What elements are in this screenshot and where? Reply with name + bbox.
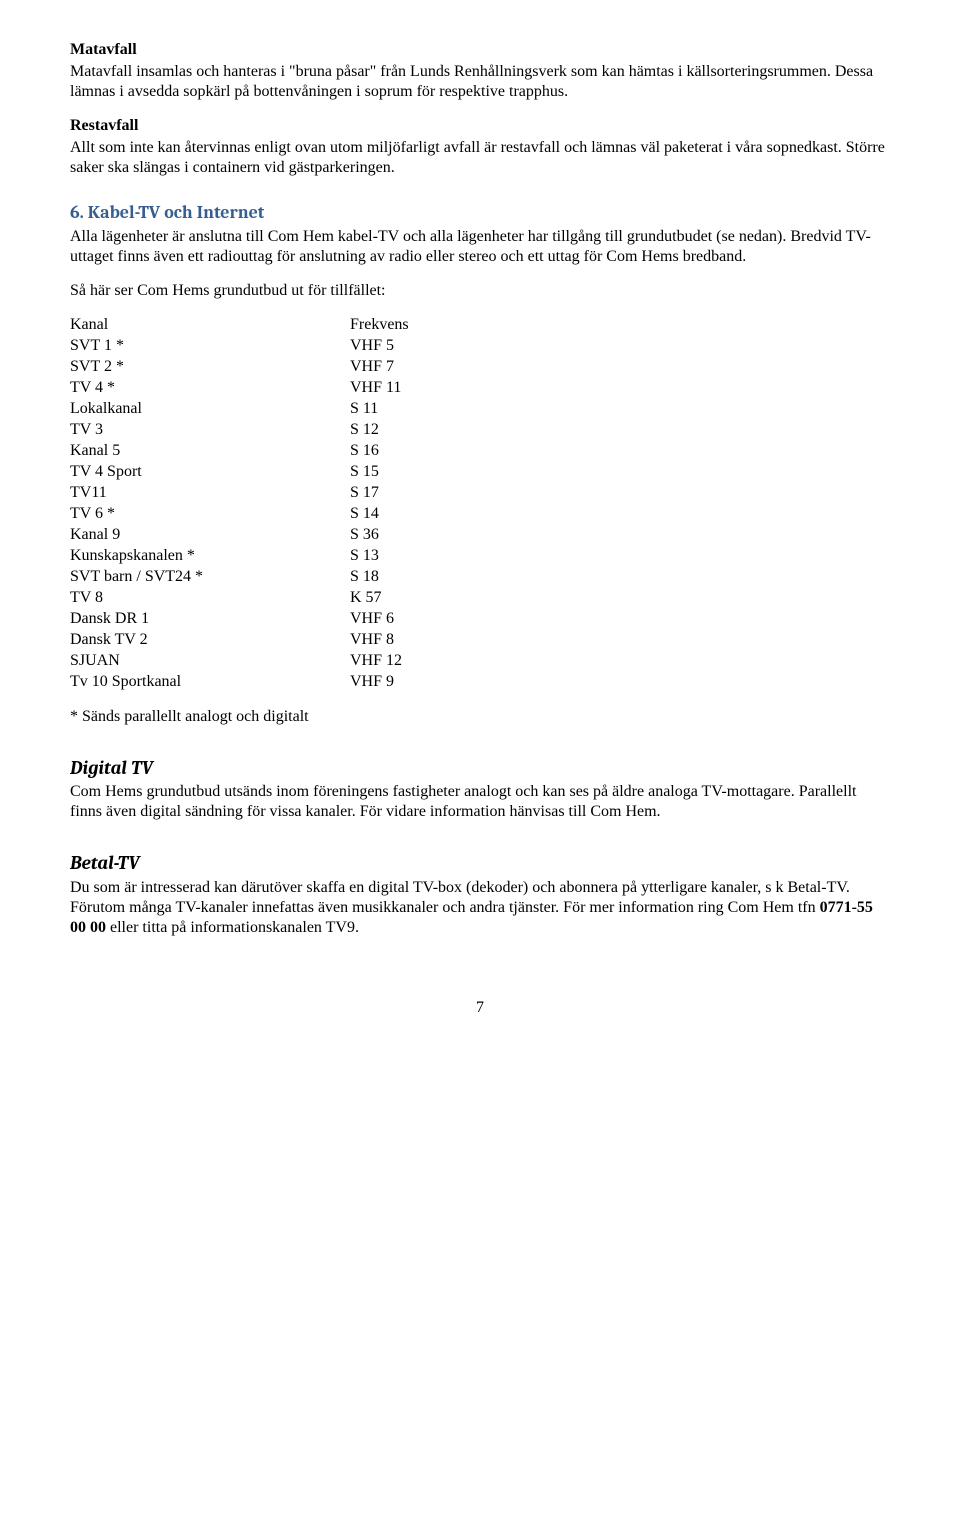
freq-cell: S 18: [350, 567, 409, 588]
freq-cell: K 57: [350, 588, 409, 609]
freq-cell: VHF 9: [350, 672, 409, 693]
table-header-row: Kanal Frekvens: [70, 315, 409, 336]
freq-cell: VHF 12: [350, 651, 409, 672]
betaltv-heading: Betal-TV: [70, 852, 890, 876]
restavfall-body: Allt som inte kan återvinnas enligt ovan…: [70, 138, 890, 178]
betaltv-body-post: eller titta på informationskanalen TV9.: [106, 919, 359, 936]
table-row: SJUANVHF 12: [70, 651, 409, 672]
freq-cell: S 11: [350, 399, 409, 420]
table-row: TV11S 17: [70, 483, 409, 504]
table-row: TV 3S 12: [70, 420, 409, 441]
kabeltv-footnote: * Sänds parallellt analogt och digitalt: [70, 707, 890, 727]
table-row: TV 4 *VHF 11: [70, 378, 409, 399]
freq-cell: S 15: [350, 462, 409, 483]
table-row: TV 8 K 57: [70, 588, 409, 609]
table-row: SVT 2 *VHF 7: [70, 357, 409, 378]
table-row: SVT barn / SVT24 * S 18: [70, 567, 409, 588]
channel-cell: Dansk TV 2: [70, 630, 350, 651]
channel-cell: SJUAN: [70, 651, 350, 672]
freq-cell: S 36: [350, 525, 409, 546]
kabeltv-heading: 6. Kabel-TV och Internet: [70, 202, 890, 225]
channel-cell: SVT barn / SVT24 *: [70, 567, 350, 588]
channel-cell: TV 6 *: [70, 504, 350, 525]
table-row: LokalkanalS 11: [70, 399, 409, 420]
channel-cell: TV 4 *: [70, 378, 350, 399]
digitaltv-heading: Digital TV: [70, 757, 890, 781]
table-row: Dansk TV 2VHF 8: [70, 630, 409, 651]
channel-cell: Kanal 5: [70, 441, 350, 462]
channel-cell: Tv 10 Sportkanal: [70, 672, 350, 693]
table-row: Kanal 5S 16: [70, 441, 409, 462]
channel-table: Kanal Frekvens SVT 1 *VHF 5 SVT 2 *VHF 7…: [70, 315, 409, 693]
channel-header: Kanal: [70, 315, 350, 336]
document-page: Matavfall Matavfall insamlas och hantera…: [70, 40, 890, 1018]
channel-cell: Kanal 9: [70, 525, 350, 546]
channel-cell: TV 3: [70, 420, 350, 441]
channel-cell: Lokalkanal: [70, 399, 350, 420]
freq-cell: VHF 7: [350, 357, 409, 378]
freq-cell: S 12: [350, 420, 409, 441]
channel-cell: Kunskapskanalen *: [70, 546, 350, 567]
matavfall-title: Matavfall: [70, 40, 890, 60]
table-row: Dansk DR 1VHF 6: [70, 609, 409, 630]
freq-cell: S 13: [350, 546, 409, 567]
freq-cell: VHF 5: [350, 336, 409, 357]
channel-cell: TV11: [70, 483, 350, 504]
channel-cell: Dansk DR 1: [70, 609, 350, 630]
table-row: TV 6 *S 14: [70, 504, 409, 525]
restavfall-title: Restavfall: [70, 116, 890, 136]
freq-cell: S 17: [350, 483, 409, 504]
freq-cell: VHF 8: [350, 630, 409, 651]
channel-cell: SVT 1 *: [70, 336, 350, 357]
page-number: 7: [70, 998, 890, 1018]
freq-cell: S 16: [350, 441, 409, 462]
table-row: SVT 1 *VHF 5: [70, 336, 409, 357]
channel-cell: SVT 2 *: [70, 357, 350, 378]
freq-cell: VHF 6: [350, 609, 409, 630]
digitaltv-body: Com Hems grundutbud utsänds inom förenin…: [70, 782, 890, 822]
freq-header: Frekvens: [350, 315, 409, 336]
kabeltv-list-intro: Så här ser Com Hems grundutbud ut för ti…: [70, 281, 890, 301]
betaltv-body-pre: Du som är intresserad kan därutöver skaf…: [70, 879, 850, 916]
table-row: Kunskapskanalen * S 13: [70, 546, 409, 567]
table-row: Tv 10 SportkanalVHF 9: [70, 672, 409, 693]
betaltv-body: Du som är intresserad kan därutöver skaf…: [70, 878, 890, 938]
kabeltv-intro: Alla lägenheter är anslutna till Com Hem…: [70, 227, 890, 267]
freq-cell: S 14: [350, 504, 409, 525]
channel-cell: TV 8: [70, 588, 350, 609]
table-row: Kanal 9 S 36: [70, 525, 409, 546]
table-row: TV 4 SportS 15: [70, 462, 409, 483]
matavfall-body: Matavfall insamlas och hanteras i "bruna…: [70, 62, 890, 102]
freq-cell: VHF 11: [350, 378, 409, 399]
channel-cell: TV 4 Sport: [70, 462, 350, 483]
